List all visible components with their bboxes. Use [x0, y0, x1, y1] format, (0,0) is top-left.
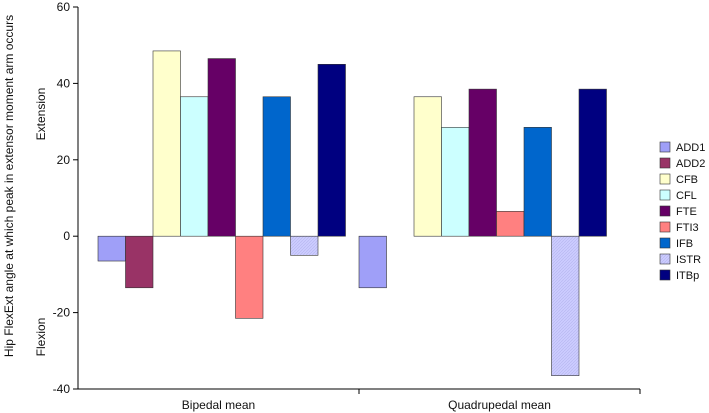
bar-add2-bipedal [125, 235, 154, 289]
y-axis-label: Hip FlexExt angle at which peak in exten… [2, 15, 16, 357]
legend-swatch-cfb [659, 173, 671, 185]
legend-label-istr: ISTR [676, 254, 701, 266]
legend-swatch-ifb [659, 237, 671, 249]
bar-ifb-bipedal [262, 96, 291, 237]
bar-ifb-quadrupedal [523, 127, 552, 237]
bar-itbp-bipedal [317, 64, 346, 237]
legend-label-add2: ADD2 [676, 158, 705, 170]
x-category-label: Bipedal mean [182, 398, 255, 412]
y-ticks-group: -40 -20 0 20 40 60 [53, 0, 78, 396]
bar-cfl-quadrupedal [441, 127, 470, 237]
y-tick-label: 60 [57, 0, 71, 14]
legend-swatch-itbp [659, 269, 671, 281]
bar-add1-quadrupedal [358, 235, 387, 289]
legend-swatch-fte [659, 205, 671, 217]
x-categories-group: Bipedal mean Quadrupedal mean [182, 389, 641, 412]
extension-annotation: Extension [34, 88, 48, 141]
bar-fti3-bipedal [235, 235, 264, 319]
legend-label-itbp: ITBp [676, 270, 699, 282]
x-category-label: Quadrupedal mean [448, 398, 551, 412]
legend-label-cfl: CFL [676, 190, 697, 202]
bar-itbp-quadrupedal [578, 88, 607, 237]
legend-swatch-fti3 [659, 221, 671, 233]
y-tick-label: -20 [53, 306, 71, 320]
legend-swatch-cfl [659, 189, 671, 201]
bar-istr-quadrupedal [551, 235, 580, 376]
bar-cfb-bipedal [152, 50, 181, 237]
bar-cfl-bipedal [180, 96, 209, 237]
legend-label-fti3: FTI3 [676, 222, 699, 234]
legend-swatch-add2 [659, 157, 671, 169]
bars-group [97, 50, 607, 376]
bar-add1-bipedal [97, 235, 126, 262]
bar-fti3-quadrupedal [496, 211, 525, 237]
legend-swatch-add1 [659, 141, 671, 153]
bar-istr-bipedal [290, 235, 319, 256]
y-tick-label: 20 [57, 153, 71, 167]
legend-label-ifb: IFB [676, 238, 693, 250]
bar-fte-quadrupedal [468, 88, 497, 237]
bar-fte-bipedal [207, 58, 236, 237]
flexion-annotation: Flexion [34, 318, 48, 357]
legend-label-fte: FTE [676, 206, 697, 218]
y-tick-label: 40 [57, 76, 71, 90]
y-tick-label: -40 [53, 382, 71, 396]
legend-label-add1: ADD1 [676, 142, 705, 154]
legend-label-cfb: CFB [676, 174, 698, 186]
legend: ADD1 ADD2 CFB CFL FTE FTI3 IFB ISTR ITBp [659, 141, 705, 282]
bar-cfb-quadrupedal [413, 96, 442, 237]
legend-swatch-istr [659, 253, 671, 265]
y-tick-label: 0 [63, 229, 70, 243]
